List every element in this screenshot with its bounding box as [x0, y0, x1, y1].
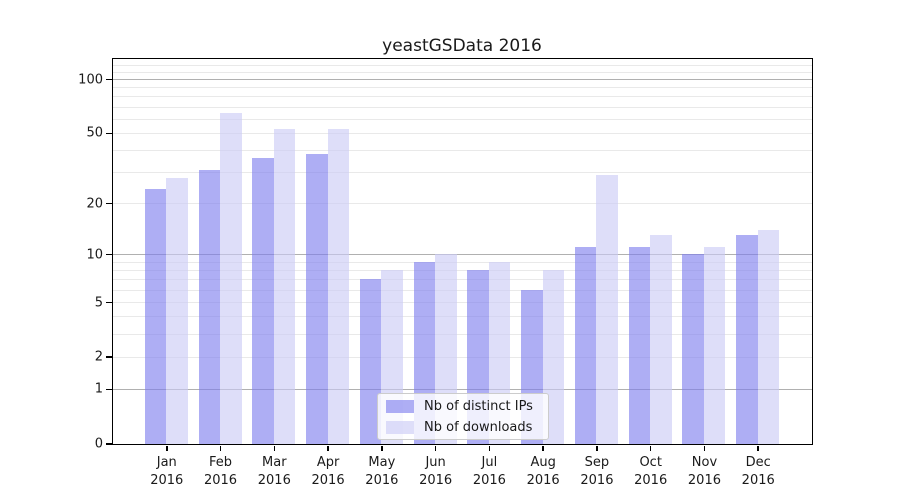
- x-tick-label: Sep 2016: [580, 455, 614, 488]
- legend-entry-downloads: Nb of downloads: [386, 420, 533, 435]
- x-tick-mark: [327, 445, 329, 451]
- bar-apr-downloads: [327, 128, 350, 444]
- minor-gridline: [112, 64, 812, 66]
- y-tick-label: 1: [94, 381, 103, 397]
- minor-gridline: [112, 279, 812, 281]
- y-tick-mark: [106, 202, 112, 205]
- legend-swatch-distinct-ips: [386, 399, 414, 413]
- x-tick-mark: [381, 445, 383, 451]
- y-tick-mark: [106, 388, 112, 390]
- minor-gridline: [112, 289, 812, 291]
- x-tick-mark: [542, 445, 544, 451]
- legend-entry-distinct-ips: Nb of distinct IPs: [386, 398, 533, 414]
- minor-gridline: [112, 96, 812, 98]
- minor-gridline: [112, 132, 812, 134]
- legend-label-distinct-ips: Nb of distinct IPs: [424, 398, 533, 414]
- minor-gridline: [112, 261, 812, 263]
- legend-label-downloads: Nb of downloads: [424, 420, 533, 435]
- legend-swatch-downloads: [386, 421, 414, 434]
- minor-gridline: [112, 71, 812, 73]
- y-tick-mark: [106, 253, 112, 256]
- y-tick-mark: [106, 132, 112, 135]
- x-tick-label: Jan 2016: [150, 455, 184, 488]
- x-tick-mark: [649, 445, 652, 451]
- bar-sep-distinct-ips: [574, 247, 597, 444]
- minor-gridline: [112, 172, 812, 174]
- x-tick-label: Aug 2016: [526, 455, 560, 488]
- y-tick-label: 2: [94, 349, 103, 365]
- y-tick-mark: [106, 301, 112, 304]
- bar-dec-distinct-ips: [736, 235, 758, 444]
- bar-nov-distinct-ips: [682, 254, 704, 444]
- x-tick-mark: [166, 445, 168, 451]
- major-gridline: [112, 388, 812, 390]
- bar-mar-downloads: [273, 128, 296, 444]
- bar-oct-downloads: [650, 235, 672, 444]
- y-tick-label: 50: [86, 125, 103, 141]
- bar-mar-distinct-ips: [252, 158, 274, 444]
- minor-gridline: [112, 87, 812, 89]
- legend: Nb of distinct IPs Nb of downloads: [377, 393, 549, 440]
- minor-gridline: [112, 302, 812, 303]
- x-tick-label: Jul 2016: [472, 455, 506, 488]
- x-tick-mark: [434, 445, 437, 451]
- bar-oct-distinct-ips: [628, 247, 651, 444]
- minor-gridline: [112, 356, 812, 358]
- bar-jan-downloads: [166, 177, 188, 444]
- major-gridline: [112, 254, 812, 256]
- minor-gridline: [112, 269, 812, 271]
- bar-nov-downloads: [703, 247, 726, 444]
- minor-gridline: [112, 203, 812, 205]
- x-tick-label: Oct 2016: [634, 455, 668, 488]
- minor-gridline: [112, 316, 812, 318]
- x-tick-label: Nov 2016: [687, 455, 721, 488]
- minor-gridline: [112, 334, 812, 336]
- minor-gridline: [112, 106, 812, 108]
- x-tick-mark: [273, 445, 276, 451]
- x-tick-mark: [219, 445, 222, 451]
- y-tick-label: 10: [86, 247, 103, 263]
- y-tick-mark: [106, 443, 112, 445]
- y-tick-label: 20: [86, 196, 103, 212]
- x-tick-label: Apr 2016: [311, 455, 345, 488]
- x-tick-mark: [488, 445, 491, 451]
- major-gridline: [112, 79, 812, 81]
- bar-apr-distinct-ips: [306, 154, 328, 444]
- x-tick-label: May 2016: [365, 455, 399, 488]
- minor-gridline: [112, 150, 812, 152]
- plot-area: [111, 57, 813, 445]
- x-tick-label: Dec 2016: [741, 455, 775, 488]
- x-tick-mark: [757, 445, 759, 451]
- y-tick-label: 100: [78, 72, 103, 88]
- y-tick-label: 0: [94, 436, 103, 452]
- bar-jan-distinct-ips: [144, 189, 167, 444]
- bar-sep-downloads: [596, 174, 618, 444]
- chart-title: yeastGSData 2016: [382, 36, 542, 56]
- bar-feb-distinct-ips: [198, 169, 221, 444]
- minor-gridline: [112, 118, 812, 120]
- x-tick-mark: [703, 445, 706, 451]
- x-tick-label: Jun 2016: [419, 455, 453, 488]
- x-tick-mark: [596, 445, 598, 451]
- bar-may-distinct-ips: [359, 279, 382, 444]
- y-tick-mark: [106, 78, 112, 81]
- x-tick-label: Mar 2016: [257, 455, 291, 488]
- bar-dec-downloads: [757, 229, 780, 444]
- x-tick-label: Feb 2016: [203, 455, 238, 488]
- bar-feb-downloads: [220, 112, 242, 444]
- y-tick-mark: [106, 356, 112, 358]
- y-tick-label: 5: [94, 295, 103, 310]
